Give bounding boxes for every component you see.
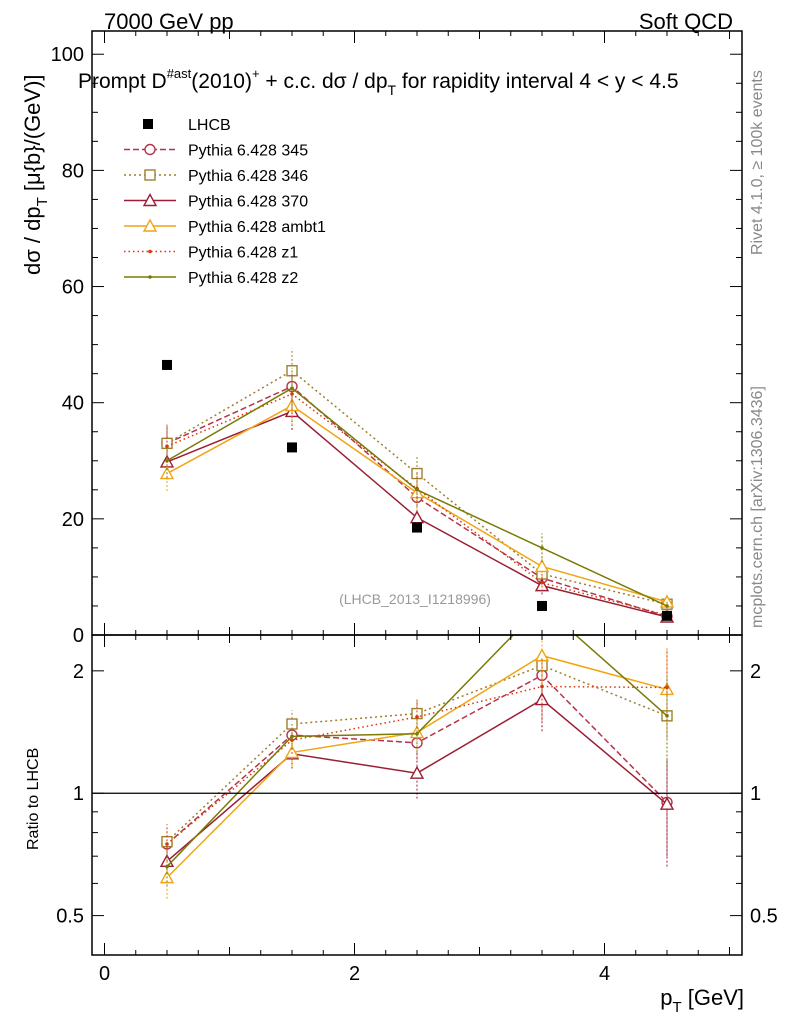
ratio-y-tick-label: 2 — [750, 661, 761, 683]
marker-dot — [665, 714, 669, 718]
y-axis-label: dσ / dpT [μ{b}/(GeV)] — [20, 74, 51, 275]
marker-dot — [540, 684, 544, 689]
rivet-label: Rivet 4.1.0, ≥ 100k events — [749, 70, 766, 255]
marker-dot — [290, 734, 294, 739]
marker-dot — [165, 842, 169, 846]
energy-label: 7000 GeV pp — [104, 9, 234, 34]
marker-dot — [148, 275, 152, 279]
data-point — [287, 442, 297, 453]
ratio-y-tick-label: 2 — [73, 661, 84, 683]
y-tick-label: 0 — [73, 625, 84, 647]
data-point — [412, 522, 422, 533]
ratio-y-tick-label: 1 — [750, 783, 761, 805]
ratio-y-tick-label: 1 — [73, 783, 84, 805]
legend-label: Pythia 6.428 370 — [188, 194, 308, 211]
ratio-series-line — [166, 664, 668, 843]
legend-label: Pythia 6.428 346 — [188, 168, 308, 185]
data-point — [162, 359, 172, 370]
marker-dot — [665, 604, 669, 608]
marker-triangle — [534, 559, 550, 573]
legend-label: Pythia 6.428 z1 — [188, 245, 298, 262]
marker-triangle — [142, 193, 158, 207]
marker-triangle — [142, 218, 158, 232]
y-tick-label: 80 — [62, 160, 84, 182]
series-line — [166, 385, 668, 618]
marker-dot — [290, 392, 294, 396]
chart-title: Prompt D#ast(2010)+ + c.c. dσ / dpT for … — [78, 66, 679, 98]
marker-dot — [415, 715, 419, 719]
ratio-y-tick-label: 0.5 — [750, 906, 778, 928]
y-tick-label: 40 — [62, 393, 84, 415]
marker-triangle — [659, 796, 675, 810]
marker-triangle — [534, 648, 550, 662]
marker-dot — [148, 249, 152, 254]
marker-triangle — [409, 765, 425, 779]
marker-dot — [290, 386, 294, 390]
data-point — [537, 600, 547, 611]
marker-square — [144, 169, 156, 181]
marker-dot — [540, 580, 544, 585]
y-tick-label: 100 — [51, 44, 84, 66]
marker-circle — [144, 143, 156, 156]
marker-dot — [415, 488, 419, 492]
y-tick-label: 20 — [62, 509, 84, 531]
ratio-series-line — [166, 685, 668, 845]
x-tick-label: 0 — [99, 963, 110, 985]
marker-dot — [165, 458, 169, 463]
ratio-axis-label: Ratio to LHCB — [25, 748, 42, 850]
series-line — [166, 393, 668, 616]
analysis-watermark: (LHCB_2013_I1218996) — [339, 591, 491, 607]
y-tick-label: 60 — [62, 277, 84, 299]
data-point — [662, 610, 672, 621]
mcplots-label: mcplots.cern.ch [arXiv:1306.3436] — [749, 386, 766, 628]
marker-dot — [540, 546, 544, 550]
legend-label: Pythia 6.428 ambt1 — [188, 219, 326, 236]
x-tick-label: 4 — [599, 963, 610, 985]
legend-label: Pythia 6.428 345 — [188, 143, 308, 160]
legend-marker — [143, 119, 153, 129]
legend-label: Pythia 6.428 z2 — [188, 270, 298, 287]
ratio-y-tick-label: 0.5 — [56, 906, 84, 928]
legend-label: LHCB — [188, 117, 231, 134]
process-label: Soft QCD — [639, 9, 733, 34]
x-tick-label: 2 — [349, 963, 360, 985]
x-axis-label: pT [GeV] — [660, 985, 744, 1016]
marker-dot — [165, 444, 169, 449]
marker-dot — [415, 732, 419, 736]
marker-dot — [165, 864, 169, 869]
